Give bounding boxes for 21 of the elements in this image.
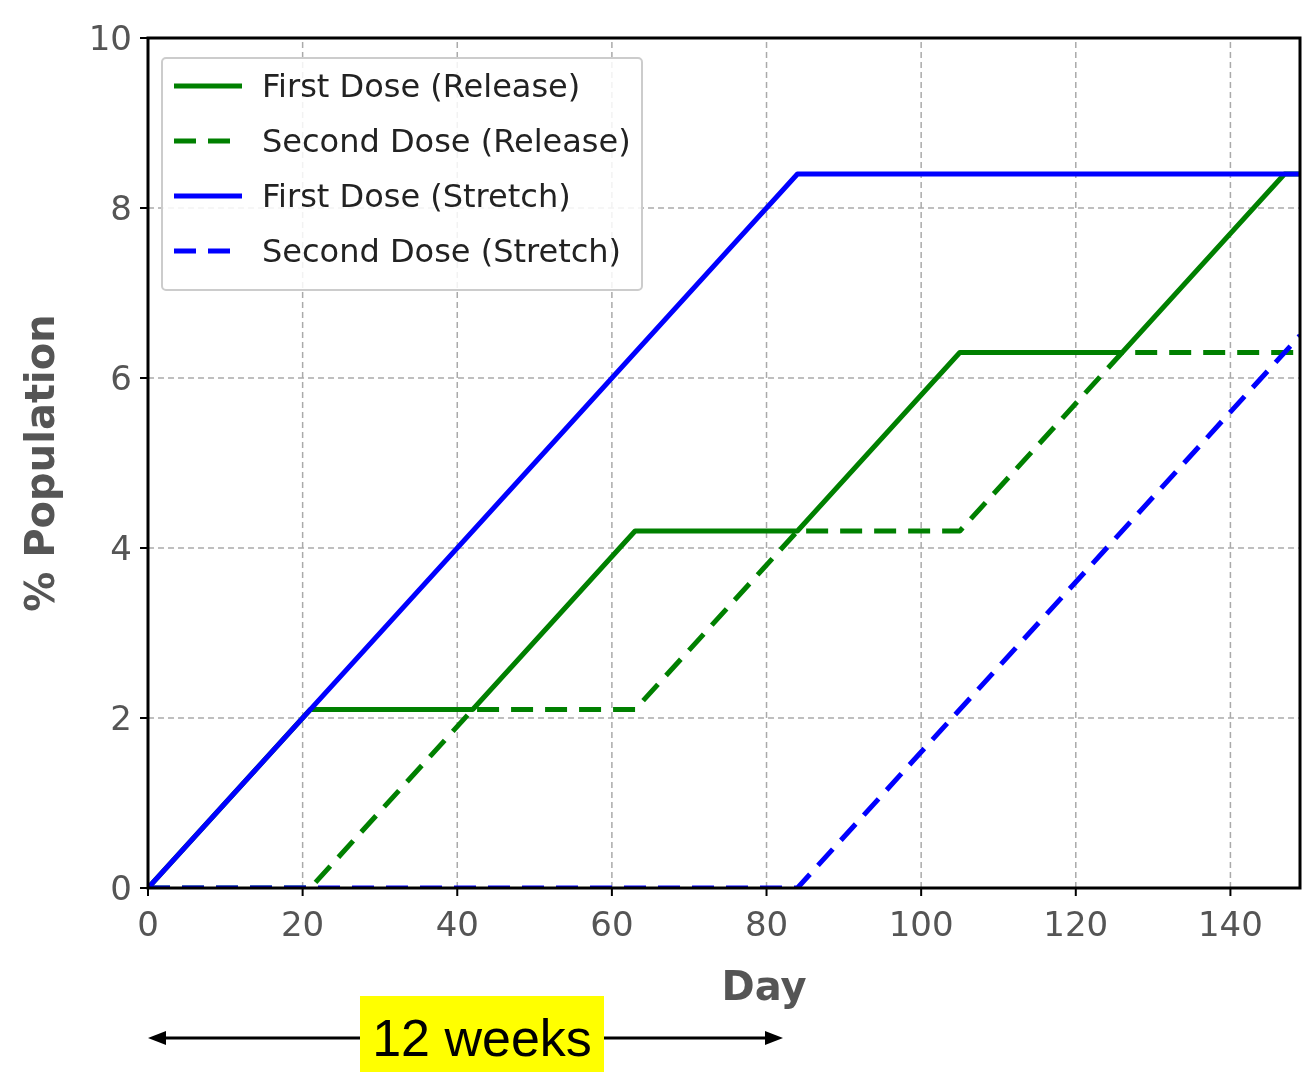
y-tick-label: 6 [110, 357, 132, 398]
x-tick-label: 120 [1043, 904, 1109, 944]
y-tick-label: 10 [88, 17, 132, 58]
legend-label: Second Dose (Release) [262, 122, 631, 161]
y-tick-label: 0 [110, 867, 132, 908]
x-tick-label: 80 [744, 904, 789, 944]
x-tick-label: 40 [435, 904, 479, 944]
x-tick-label: 100 [888, 904, 954, 944]
text: 12 weeks [372, 1009, 592, 1067]
legend-label: First Dose (Release) [262, 67, 581, 106]
y-tick-label: 2 [110, 697, 132, 738]
x-tick-label: 140 [1197, 904, 1263, 944]
x-tick-label: 60 [590, 904, 634, 944]
y-axis-title: % Population [17, 314, 63, 612]
y-tick-label: 8 [110, 187, 132, 228]
y-tick-label: 4 [110, 527, 132, 568]
legend-label: First Dose (Stretch) [262, 177, 571, 216]
x-tick-label: 20 [281, 904, 325, 944]
x-tick-label: 0 [137, 904, 159, 944]
legend-label: Second Dose (Stretch) [262, 232, 622, 271]
x-axis-title: Day [721, 963, 807, 1009]
